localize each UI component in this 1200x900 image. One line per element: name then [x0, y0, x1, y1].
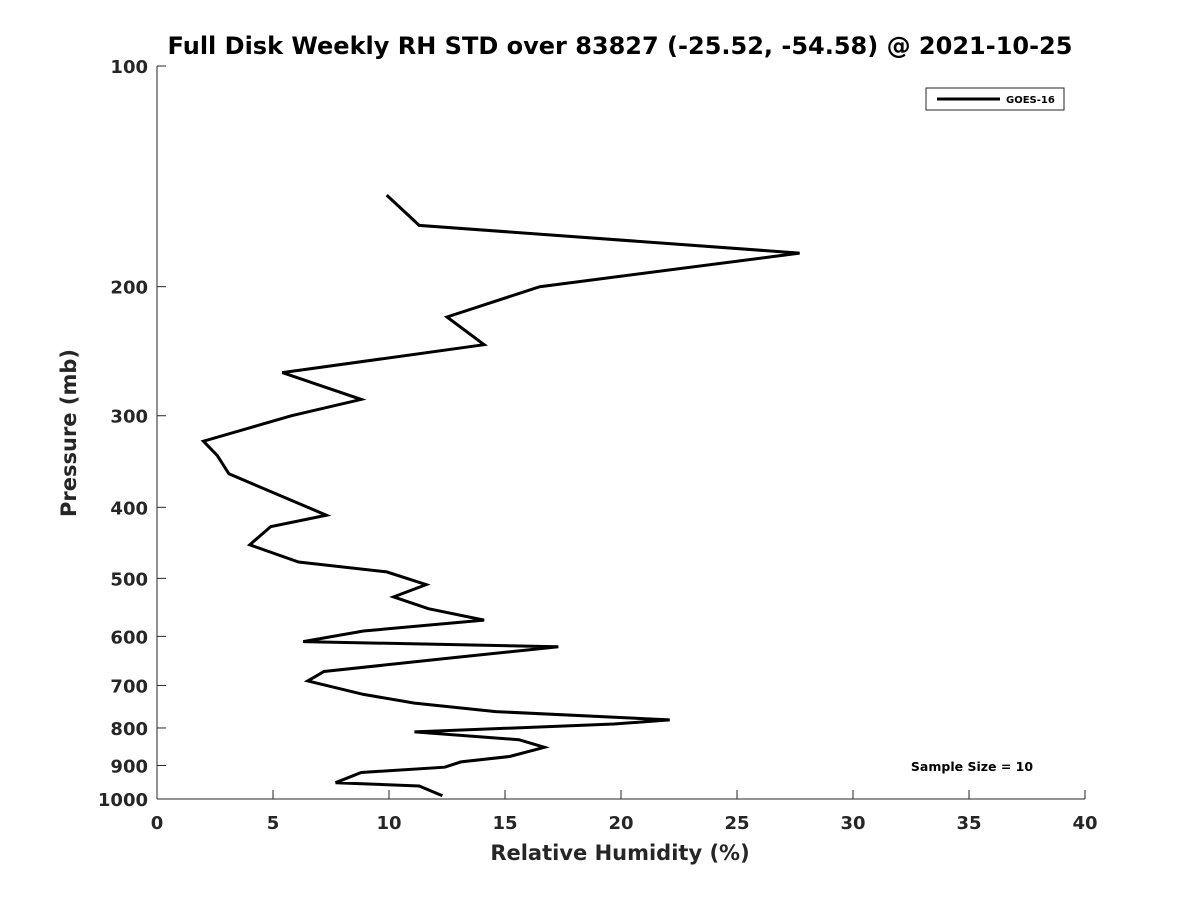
legend: GOES-16	[925, 87, 1065, 111]
y-tick-label: 100	[110, 57, 148, 78]
y-tick-label: 1000	[98, 790, 148, 811]
x-tick-label: 40	[1072, 813, 1097, 834]
y-tick-label: 900	[110, 756, 148, 777]
y-tick-label: 200	[110, 278, 148, 299]
y-tick-label: 500	[110, 569, 148, 590]
y-tick-label: 400	[110, 498, 148, 519]
y-tick-label: 700	[110, 676, 148, 697]
x-tick-label: 10	[376, 813, 401, 834]
legend-label-goes-16: GOES-16	[1006, 95, 1055, 106]
y-tick-label: 600	[110, 627, 148, 648]
x-tick-label: 5	[267, 813, 280, 834]
y-axis-label: Pressure (mb)	[57, 349, 81, 517]
x-axis-label: Relative Humidity (%)	[490, 841, 749, 865]
x-tick-label: 20	[608, 813, 633, 834]
x-tick-label: 0	[151, 813, 164, 834]
chart-title: Full Disk Weekly RH STD over 83827 (-25.…	[168, 32, 1073, 60]
x-tick-label: 35	[956, 813, 981, 834]
series-layer	[200, 194, 800, 798]
y-tick-label: 300	[110, 407, 148, 428]
series-line-goes-16	[200, 194, 800, 798]
x-tick-label: 25	[724, 813, 749, 834]
axes: 0 5 10 15 20 25 30 35 40 100 200 300 400 500 600 700 800…	[98, 57, 1098, 834]
y-tick-label: 800	[110, 719, 148, 740]
sample-size-annotation: Sample Size = 10	[911, 759, 1033, 774]
x-tick-label: 30	[840, 813, 865, 834]
x-tick-label: 15	[492, 813, 517, 834]
